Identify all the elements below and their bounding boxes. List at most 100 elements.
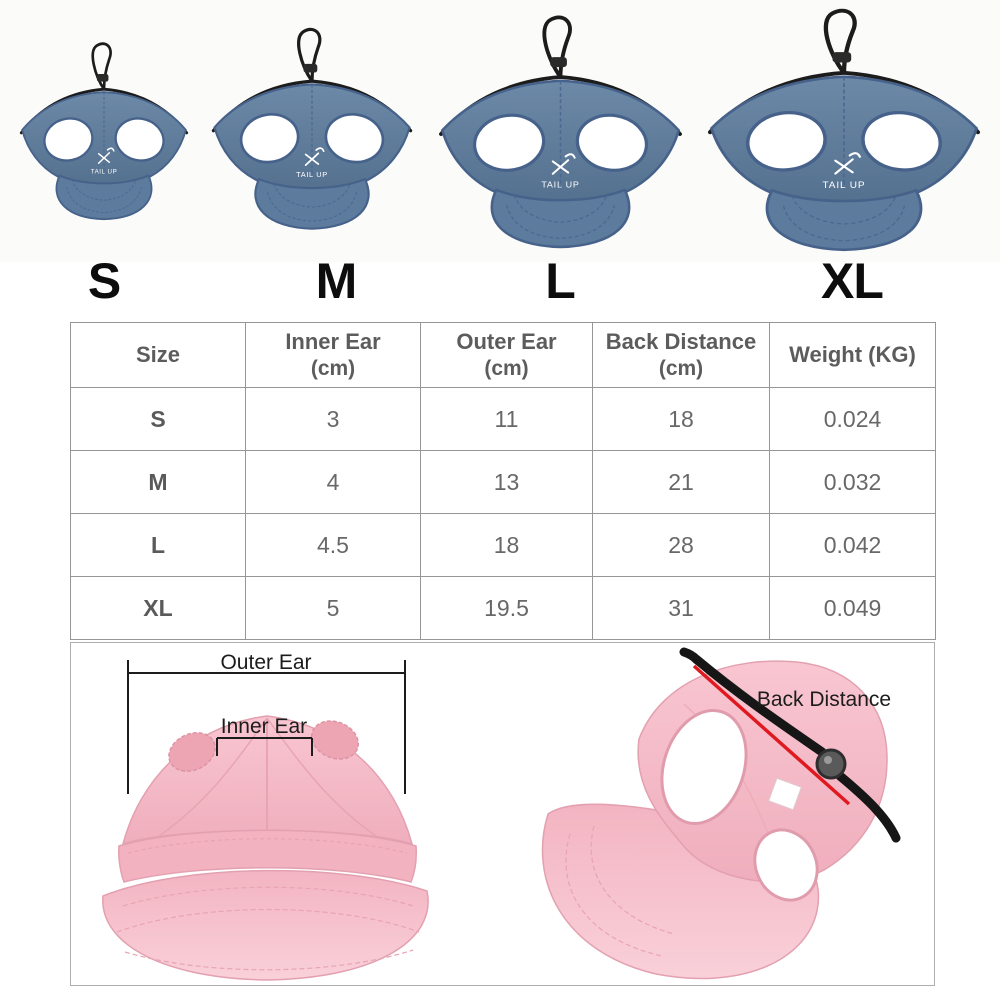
inner-ear-dimension-line: [216, 737, 313, 756]
table-cell: 11: [420, 387, 593, 451]
brim-stitching: [791, 195, 897, 225]
tailup-animal-icon: [834, 152, 861, 175]
left-ear-hole: [43, 117, 94, 162]
inner-ear-label: Inner Ear: [221, 715, 307, 738]
blue-cap-photo-l: TAIL UP: [432, 10, 689, 252]
table-header-inner-ear: Inner Ear (cm): [245, 322, 421, 388]
table-cell: 19.5: [420, 576, 593, 640]
table-cell: 18: [592, 387, 770, 451]
tailup-logo-text: TAIL UP: [541, 180, 579, 190]
brim-stitching: [565, 833, 663, 957]
cap-brim: [490, 188, 631, 249]
outer-ear-dimension-line: [127, 660, 406, 794]
brim-stitching: [124, 949, 414, 971]
band-stitching: [127, 838, 408, 854]
cord-lock-bead: [303, 63, 318, 73]
table-cell: L: [70, 513, 246, 577]
cord-lock-bead: [832, 52, 852, 63]
ear-hole: [660, 708, 748, 826]
table-header-row: Size Inner Ear (cm) Outer Ear (cm) Back Di…: [70, 322, 936, 388]
cord-lock-bead: [815, 748, 847, 780]
cap-brim: [254, 177, 370, 230]
size-label-xl: XL: [821, 253, 884, 309]
tailup-logo-text: TAIL UP: [91, 169, 118, 176]
table-cell: 18: [420, 513, 593, 577]
tailup-animal-icon: [97, 147, 115, 164]
table-cell: 28: [592, 513, 770, 577]
left-ear-hole: [745, 111, 827, 172]
tailup-logo-text: TAIL UP: [823, 180, 866, 190]
brim-stitching: [273, 183, 351, 208]
cord-lock-bead: [550, 57, 567, 68]
brim-stitching: [513, 194, 608, 223]
right-ear-hole: [114, 117, 165, 162]
brim-stitching: [122, 886, 414, 907]
velcro-tab: [768, 777, 802, 811]
table-row-m: M 4 13 21 0.032: [70, 450, 936, 514]
tailup-animal-icon: [304, 147, 325, 167]
brim-stitching: [782, 205, 906, 242]
right-ear-opening: [310, 720, 360, 760]
right-ear-hole: [861, 111, 943, 172]
table-cell: 0.032: [769, 450, 936, 514]
crown-seam: [266, 717, 377, 837]
ear-hole: [753, 828, 819, 902]
brim-stitching: [71, 179, 137, 201]
table-header-back-distance: Back Distance (cm): [592, 322, 770, 388]
brim-stitching: [590, 825, 675, 935]
cord-loop: [823, 8, 857, 74]
left-ear-opening: [168, 732, 216, 772]
header-line2: (cm): [310, 356, 356, 380]
chin-strap: [835, 771, 901, 843]
header-line1: Inner Ear: [285, 329, 381, 355]
table-cell: 0.042: [769, 513, 936, 577]
header-line1: Outer Ear: [456, 329, 557, 355]
table-cell: 21: [592, 450, 770, 514]
tailup-animal-icon: [551, 153, 576, 175]
table-cell: XL: [70, 576, 246, 640]
cord-loop: [542, 15, 572, 79]
table-cell: 31: [592, 576, 770, 640]
tailup-logo-text: TAIL UP: [296, 170, 328, 179]
size-label-l: L: [545, 253, 576, 309]
table-header-outer-ear: Outer Ear (cm): [420, 322, 593, 388]
table-cell: 3: [245, 387, 421, 451]
header-line1: Size: [135, 342, 181, 368]
cap-band: [118, 829, 417, 883]
cord-lock-highlight: [824, 756, 832, 764]
cord-lock-bead: [96, 74, 109, 82]
blue-cap-photo-m: TAIL UP: [206, 23, 418, 233]
pink-cap-back-photo: Back Distance: [541, 647, 901, 980]
measurement-diagram-box: Outer Ear Inner Ear: [70, 642, 935, 986]
header-line1: Weight (KG): [789, 342, 916, 368]
table-cell: 5: [245, 576, 421, 640]
table-cell: M: [70, 450, 246, 514]
back-distance-label: Back Distance: [757, 688, 891, 711]
brim-stitching: [505, 204, 616, 239]
cap-brim: [55, 174, 153, 221]
table-cell: 4.5: [245, 513, 421, 577]
table-row-l: L 4.5 18 28 0.042: [70, 513, 936, 577]
table-cell: 0.049: [769, 576, 936, 640]
table-row-s: S 3 11 18 0.024: [70, 387, 936, 451]
header-line2: (cm): [658, 356, 704, 380]
size-label-m: M: [315, 253, 358, 309]
header-line2: (cm): [484, 356, 529, 380]
outer-ear-label: Outer Ear: [220, 654, 311, 674]
header-line1: Back Distance: [605, 329, 757, 355]
right-ear-hole: [575, 113, 649, 172]
blue-cap-photo-s: TAIL UP: [15, 38, 193, 223]
chin-strap: [679, 647, 827, 757]
table-cell: S: [70, 387, 246, 451]
cap-brim: [765, 188, 923, 252]
size-label-s: S: [87, 253, 121, 309]
back-distance-line: [692, 664, 851, 806]
left-ear-hole: [239, 113, 300, 164]
blue-cap-photo-xl: TAIL UP: [700, 3, 988, 255]
table-header-size: Size: [70, 322, 246, 388]
product-photos-row: TAIL UP TAIL UP: [0, 0, 1000, 262]
table-cell: 0.024: [769, 387, 936, 451]
pink-cap-front-photo: Outer Ear Inner Ear: [102, 654, 429, 981]
table-header-weight: Weight (KG): [769, 322, 936, 388]
